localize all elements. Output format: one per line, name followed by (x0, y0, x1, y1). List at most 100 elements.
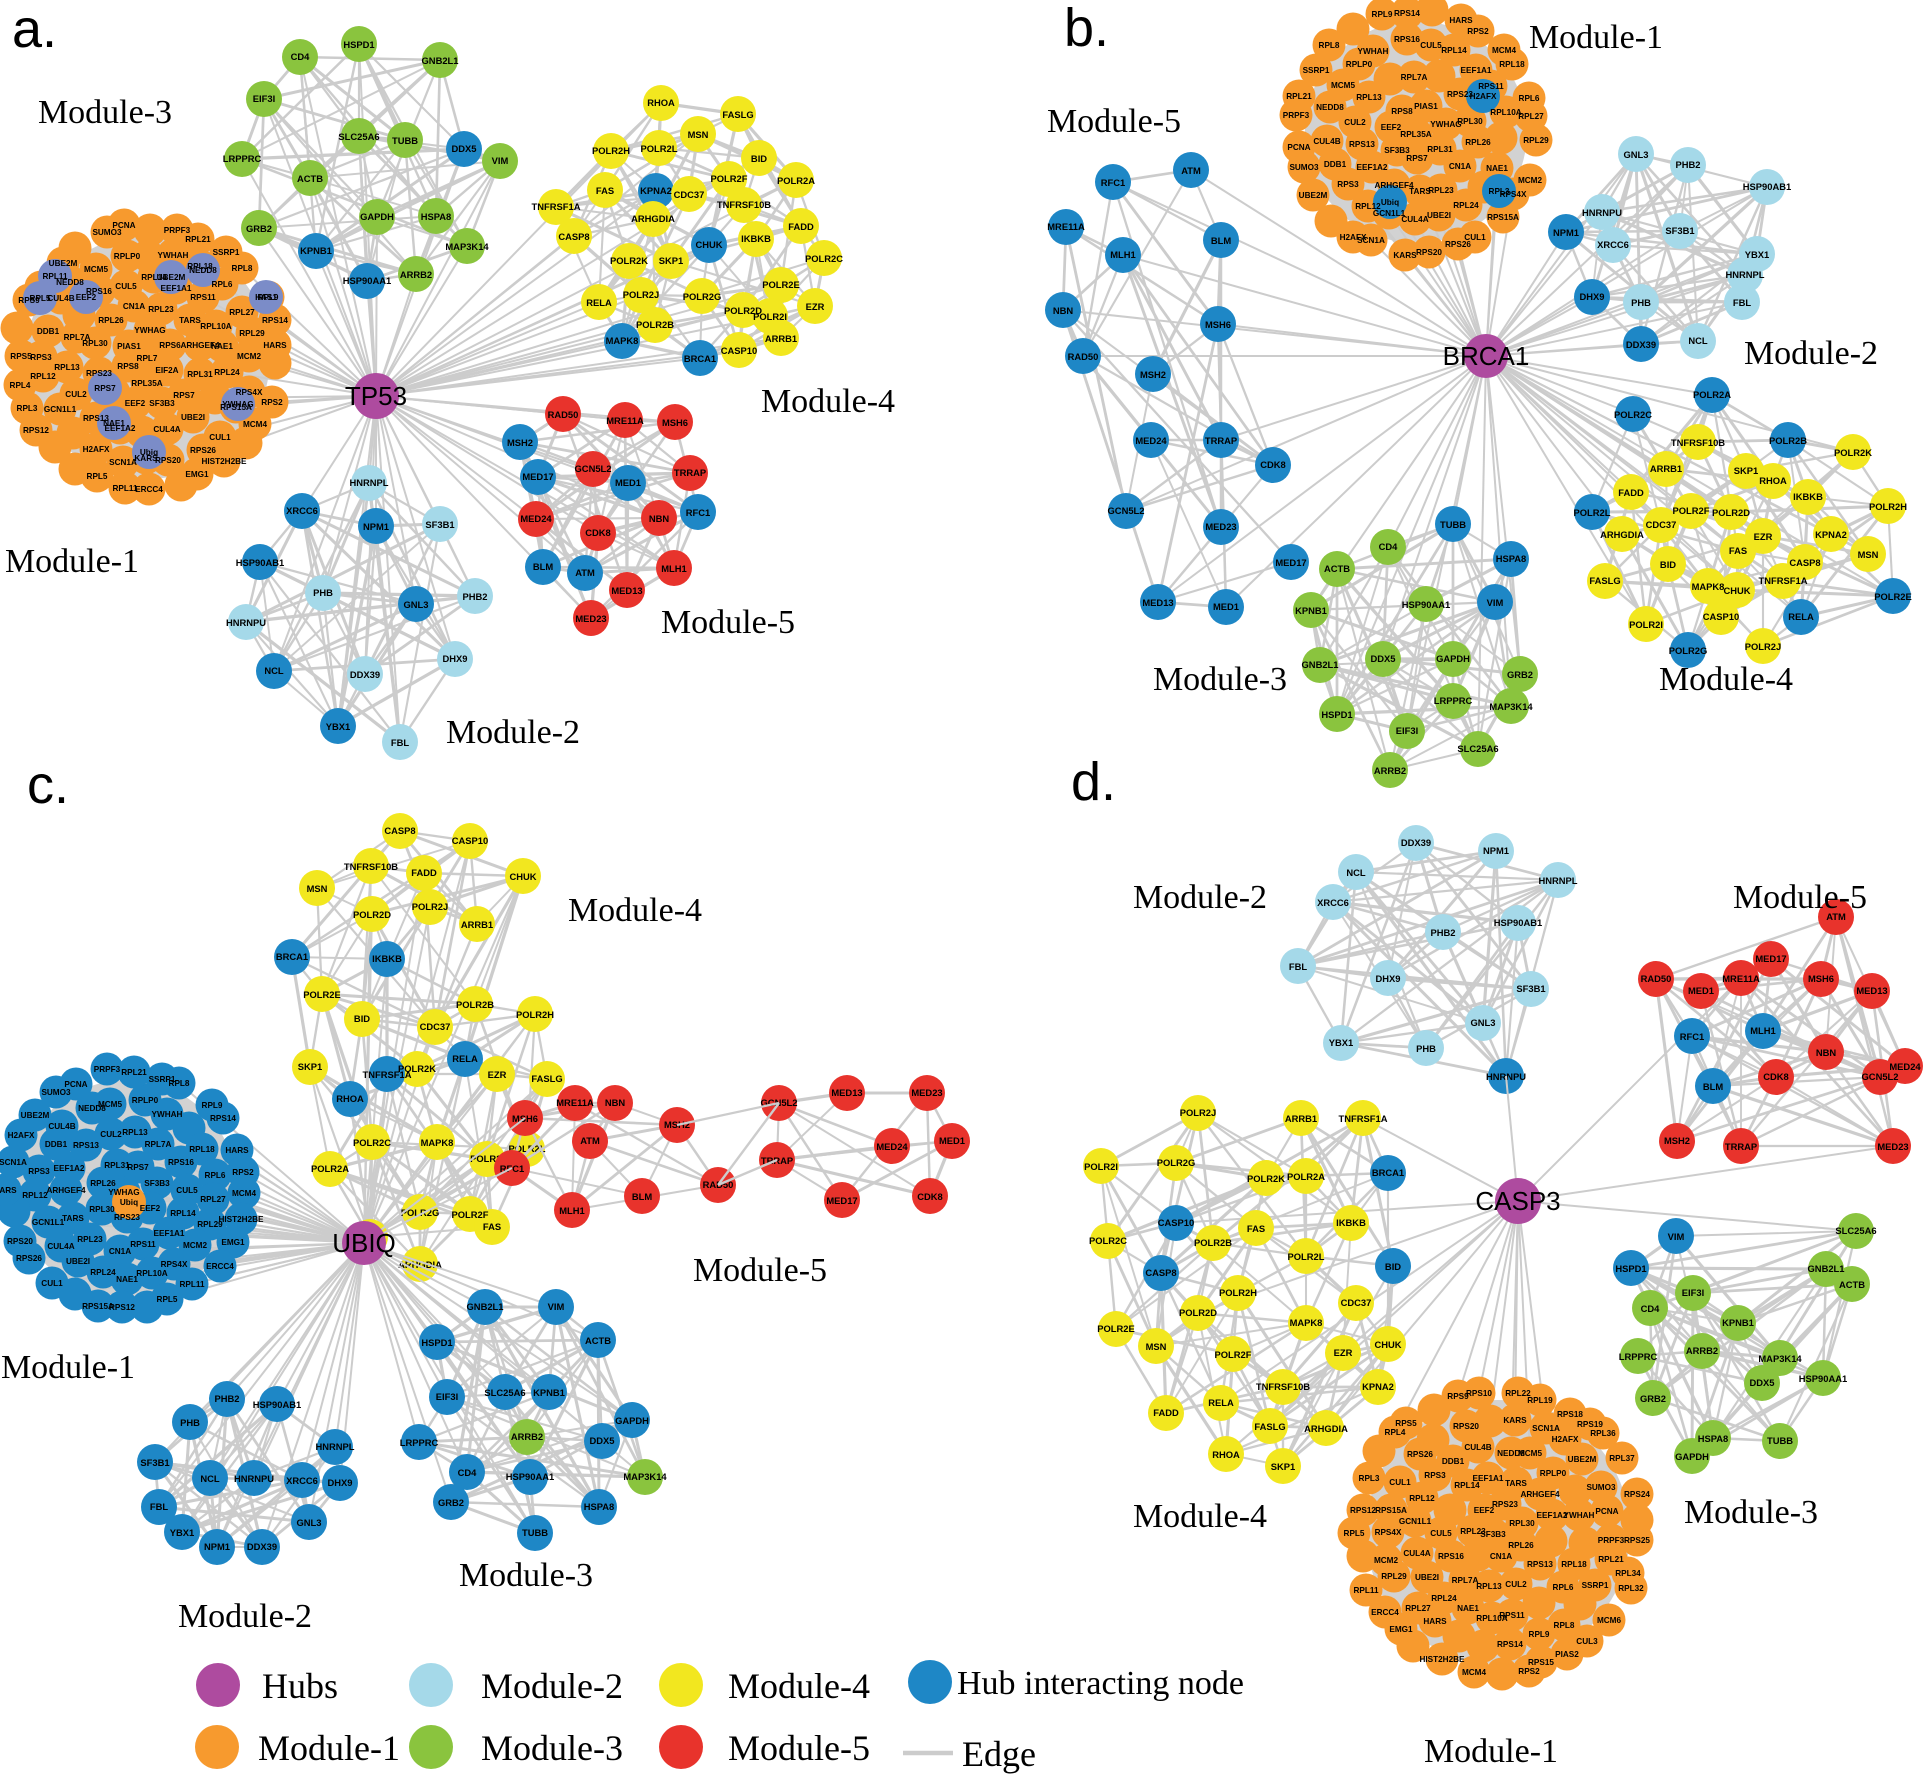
svg-text:RPL8: RPL8 (169, 1079, 190, 1088)
svg-text:ACTB: ACTB (1839, 1279, 1865, 1290)
svg-text:CDC37: CDC37 (420, 1021, 451, 1032)
svg-text:RPL23: RPL23 (1428, 186, 1454, 195)
svg-text:POLR2K: POLR2K (1247, 1173, 1285, 1184)
svg-text:RPS11: RPS11 (1478, 82, 1504, 91)
svg-text:RPS12: RPS12 (109, 1303, 135, 1312)
svg-text:ARHGEF4: ARHGEF4 (180, 341, 220, 350)
svg-text:RPL9: RPL9 (1372, 10, 1393, 19)
svg-text:BRCA1: BRCA1 (1372, 1167, 1404, 1178)
svg-text:HIST2H2BE: HIST2H2BE (1419, 1655, 1465, 1664)
svg-text:Ubiq: Ubiq (140, 448, 158, 457)
svg-text:POLR2K: POLR2K (610, 255, 648, 266)
svg-text:RPL26: RPL26 (98, 316, 124, 325)
svg-text:RPL35A: RPL35A (1400, 130, 1431, 139)
svg-text:Module-3: Module-3 (1684, 1494, 1818, 1531)
svg-text:POLR2F: POLR2F (1215, 1349, 1252, 1360)
svg-text:RPL12: RPL12 (30, 372, 56, 381)
svg-text:CASP8: CASP8 (384, 825, 415, 836)
svg-text:POLR2L: POLR2L (509, 1143, 546, 1154)
svg-text:Module-4: Module-4 (1659, 661, 1793, 698)
svg-text:EEF2: EEF2 (140, 1204, 161, 1213)
svg-text:FBL: FBL (1289, 961, 1307, 972)
svg-text:LRPPRC: LRPPRC (400, 1437, 439, 1448)
svg-text:POLR2K: POLR2K (398, 1063, 436, 1074)
svg-text:RPL7A: RPL7A (145, 1140, 172, 1149)
svg-text:UBIQ: UBIQ (332, 1228, 396, 1258)
svg-text:POLR2J: POLR2J (623, 289, 659, 300)
svg-text:RPL11: RPL11 (112, 484, 137, 493)
svg-text:ARHGEF4: ARHGEF4 (1374, 181, 1414, 190)
svg-text:POLR2F: POLR2F (1673, 505, 1710, 516)
svg-text:GRB2: GRB2 (246, 223, 272, 234)
svg-text:SKP1: SKP1 (659, 255, 684, 266)
svg-text:RPL29: RPL29 (239, 329, 265, 338)
svg-text:YBX1: YBX1 (170, 1527, 195, 1538)
svg-text:PHB: PHB (1631, 297, 1651, 308)
svg-text:CDC37: CDC37 (674, 189, 705, 200)
svg-text:GNB2L1: GNB2L1 (1808, 1263, 1845, 1274)
svg-text:POLR2B: POLR2B (1194, 1237, 1232, 1248)
svg-text:RHOA: RHOA (336, 1093, 364, 1104)
svg-text:NCL: NCL (264, 665, 284, 676)
svg-text:EEF1A1: EEF1A1 (154, 1229, 185, 1238)
svg-text:ATM: ATM (575, 567, 595, 578)
svg-text:Module-3: Module-3 (481, 1728, 623, 1768)
svg-text:Module-4: Module-4 (761, 383, 895, 420)
svg-text:RPS14: RPS14 (1394, 9, 1420, 18)
svg-text:EEF1A1: EEF1A1 (161, 284, 192, 293)
svg-text:RPL13: RPL13 (54, 363, 80, 372)
svg-text:GNB2L1: GNB2L1 (1302, 659, 1339, 670)
svg-text:RPL5: RPL5 (30, 294, 51, 303)
svg-text:RPS11: RPS11 (1499, 1611, 1525, 1620)
svg-text:RPL10A: RPL10A (1490, 108, 1521, 117)
svg-text:HSPA8: HSPA8 (1496, 553, 1527, 564)
svg-text:MLH1: MLH1 (1110, 249, 1136, 260)
svg-text:Module-1: Module-1 (1424, 1733, 1558, 1770)
svg-text:NAE1: NAE1 (211, 342, 233, 351)
svg-text:TNFRSF1A: TNFRSF1A (1339, 1113, 1388, 1124)
svg-text:GCN1L1: GCN1L1 (1373, 209, 1406, 218)
svg-text:MED1: MED1 (939, 1135, 965, 1146)
svg-text:GNL3: GNL3 (403, 599, 428, 610)
svg-text:CUL4A: CUL4A (1403, 1549, 1430, 1558)
svg-text:ARRB2: ARRB2 (1374, 765, 1406, 776)
svg-text:CASP10: CASP10 (1158, 1217, 1194, 1228)
svg-text:RPS20: RPS20 (1416, 248, 1442, 257)
svg-text:TNFRSF10B: TNFRSF10B (1671, 437, 1725, 448)
svg-text:RPL23: RPL23 (1460, 1527, 1486, 1536)
svg-text:TNFRSF1A: TNFRSF1A (363, 1069, 412, 1080)
svg-text:EIF3I: EIF3I (1682, 1287, 1704, 1298)
svg-text:RPS7: RPS7 (127, 1163, 149, 1172)
svg-text:RPS3: RPS3 (30, 353, 52, 362)
svg-text:RPL13: RPL13 (1476, 1582, 1502, 1591)
svg-text:RPL36: RPL36 (1590, 1429, 1616, 1438)
svg-text:UBE2M: UBE2M (1568, 1455, 1597, 1464)
svg-text:ARRB2: ARRB2 (1686, 1345, 1718, 1356)
svg-text:KPNB1: KPNB1 (1295, 605, 1327, 616)
svg-text:NAE1: NAE1 (1486, 164, 1508, 173)
svg-text:POLR2D: POLR2D (1712, 507, 1750, 518)
svg-text:GAPDH: GAPDH (1436, 653, 1470, 664)
svg-text:RPL24: RPL24 (214, 368, 240, 377)
svg-text:RPL35A: RPL35A (131, 379, 162, 388)
svg-text:MAP3K14: MAP3K14 (1489, 701, 1533, 712)
svg-text:NAE1: NAE1 (116, 1275, 138, 1284)
svg-text:RPL29: RPL29 (197, 1220, 223, 1229)
svg-text:DDX39: DDX39 (1401, 837, 1431, 848)
svg-text:RPL8: RPL8 (1554, 1621, 1575, 1630)
svg-text:Module-2: Module-2 (1744, 335, 1878, 372)
svg-text:HSP90AB1: HSP90AB1 (253, 1399, 301, 1410)
svg-text:RPS13: RPS13 (73, 1141, 99, 1150)
svg-text:c.: c. (27, 755, 69, 815)
svg-text:RFC1: RFC1 (1101, 177, 1125, 188)
svg-text:MSN: MSN (307, 883, 328, 894)
svg-text:YWHAG: YWHAG (222, 400, 253, 409)
svg-text:RPL30: RPL30 (89, 1205, 115, 1214)
svg-text:PHB2: PHB2 (1675, 159, 1700, 170)
svg-text:Module-5: Module-5 (661, 604, 795, 641)
svg-text:HARS: HARS (225, 1146, 249, 1155)
svg-text:MSH2: MSH2 (507, 437, 533, 448)
svg-text:TNFRSF10B: TNFRSF10B (344, 861, 398, 872)
svg-text:HSPD1: HSPD1 (343, 39, 374, 50)
svg-text:BID: BID (1660, 559, 1676, 570)
